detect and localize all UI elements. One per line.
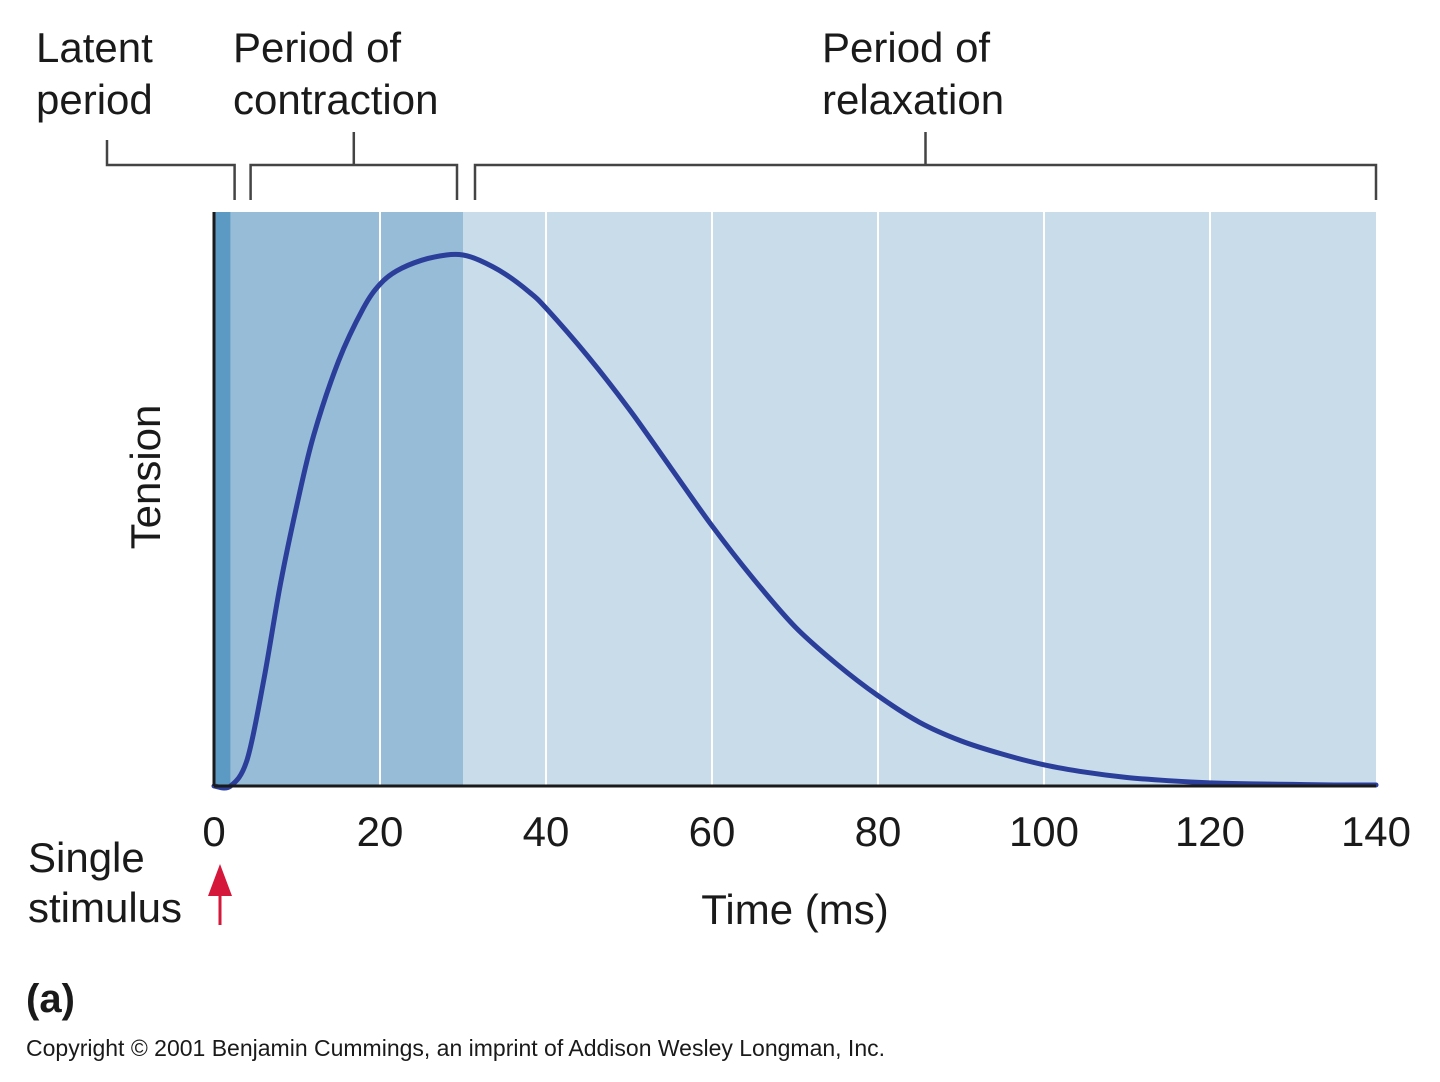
phase-label-2-line-1: relaxation — [822, 76, 1004, 123]
stimulus-label-line-2: stimulus — [28, 884, 182, 931]
phase-label-0-line-1: period — [36, 76, 153, 123]
x-tick-label-6: 120 — [1175, 808, 1245, 855]
stimulus-label-line-1: Single — [28, 834, 145, 881]
x-tick-label-2: 40 — [523, 808, 570, 855]
x-tick-label-3: 60 — [689, 808, 736, 855]
phase-label-1-line-0: Period of — [233, 24, 401, 71]
x-tick-labels: 0 20 40 60 80 100 120 140 — [202, 808, 1411, 855]
phase-bracket-2 — [473, 132, 1378, 200]
phase-brackets — [105, 132, 1378, 200]
phase-labels: Latent period Period of contraction Period o… — [36, 24, 1004, 123]
phase-bracket-1 — [249, 132, 459, 200]
phase-label-2-line-0: Period of — [822, 24, 990, 71]
x-tick-label-7: 140 — [1341, 808, 1411, 855]
phase-label-0-line-0: Latent — [36, 24, 153, 71]
phase-band-2 — [463, 212, 1376, 786]
stimulus-arrow-icon — [208, 864, 232, 925]
tension-curve — [211, 251, 1379, 791]
phase-label-1-line-1: contraction — [233, 76, 438, 123]
x-axis-label: Time (ms) — [701, 886, 888, 933]
stimulus-annotation: Single stimulus — [28, 834, 232, 931]
x-tick-label-5: 100 — [1009, 808, 1079, 855]
panel-label: (a) — [26, 977, 75, 1021]
stimulus-arrow-head — [208, 864, 232, 896]
phase-bands — [214, 212, 1376, 786]
copyright-notice: Copyright © 2001 Benjamin Cummings, an i… — [26, 1035, 885, 1061]
x-tick-label-1: 20 — [357, 808, 404, 855]
y-axis-label: Tension — [122, 405, 169, 550]
x-tick-label-4: 80 — [855, 808, 902, 855]
phase-band-1 — [230, 212, 463, 786]
phase-bracket-0 — [105, 140, 236, 200]
x-tick-label-0: 0 — [202, 808, 225, 855]
phase-band-0 — [214, 212, 231, 786]
axes — [212, 212, 1376, 788]
